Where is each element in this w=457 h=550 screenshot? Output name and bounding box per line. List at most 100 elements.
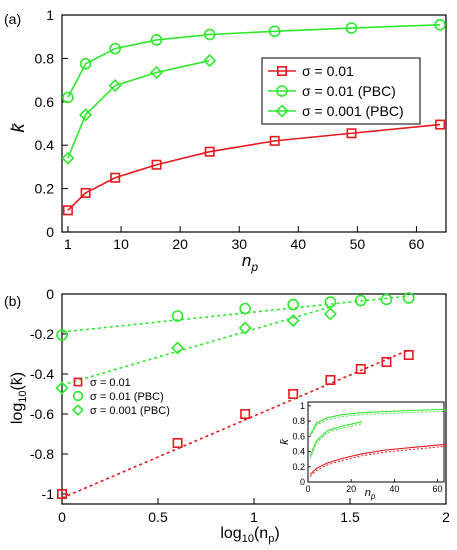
series-line <box>67 123 441 211</box>
x-axis-label: np <box>242 251 258 274</box>
legend-label: σ = 0.01 <box>90 377 131 389</box>
fit-line <box>61 295 409 333</box>
inset-x-tick-label: 0 <box>305 484 310 494</box>
x-tick-label: 50 <box>350 236 366 252</box>
legend-marker <box>276 66 287 77</box>
data-point <box>354 294 367 307</box>
panel-b: (b) 0 0.5 1 1.5 2 -1 -0.8 -0.6 -0.4 -0.2 0 log10(np)… <box>4 286 450 545</box>
inset-y-tick-label: 0.2 <box>292 462 305 472</box>
y-axis-label: k̄ <box>8 123 28 133</box>
inset-x-tick-label: 40 <box>389 484 399 494</box>
inset-x-axis-label: np <box>365 487 376 501</box>
data-point <box>203 54 217 68</box>
panel-label: (a) <box>4 11 21 27</box>
data-point <box>323 307 337 321</box>
legend-marker <box>275 104 289 118</box>
y-tick-label: -0.4 <box>30 366 54 382</box>
inset-fit-line <box>309 445 447 477</box>
y-tick-label: -1 <box>42 486 55 502</box>
plot-frame <box>61 14 447 233</box>
x-tick-label: 2 <box>442 509 450 525</box>
inset-x-tick-label: 20 <box>346 484 356 494</box>
data-point <box>61 151 75 165</box>
x-tick-label: 60 <box>409 236 425 252</box>
y-tick-label: 1 <box>46 7 54 23</box>
data-point <box>79 108 93 122</box>
data-point <box>62 205 73 216</box>
inset-y-axis-label: k̄ <box>279 439 291 445</box>
y-tick-label: -0.2 <box>30 326 54 342</box>
inset-y-tick-label: 0.8 <box>292 416 305 426</box>
data-point <box>149 65 164 80</box>
data-point <box>403 349 414 360</box>
data-point <box>80 187 91 198</box>
y-tick-label: 0 <box>46 286 54 302</box>
x-axis-label: log10(np) <box>220 525 279 545</box>
legend-label: σ = 0.01 (PBC) <box>90 391 164 403</box>
y-tick-label: 0 <box>46 224 54 240</box>
fit-line <box>61 349 410 499</box>
panel-a: (a) 1 10 20 30 40 50 60 0 0.2 0.4 0.6 0.8 1 np k̄ σ = 0.… <box>4 7 447 274</box>
x-tick-label: 30 <box>231 236 247 252</box>
legend-marker <box>72 390 84 402</box>
x-tick-label: 1 <box>64 236 72 252</box>
data-point <box>171 310 184 322</box>
data-point <box>108 78 122 93</box>
x-tick-label: 0 <box>58 509 66 525</box>
y-tick-label: -0.8 <box>30 446 54 462</box>
data-point <box>62 91 74 104</box>
x-tick-label: 0.5 <box>148 509 168 525</box>
data-point <box>325 374 336 385</box>
inset-fit-line <box>309 423 363 459</box>
data-point <box>55 381 69 395</box>
inset-series-line <box>309 408 447 436</box>
inset-frame <box>307 401 445 483</box>
data-point <box>402 292 415 304</box>
data-point <box>110 172 121 183</box>
legend-label: σ = 0.001 (PBC) <box>302 103 404 119</box>
panel-label: (b) <box>4 293 21 309</box>
y-tick-label: 0.8 <box>35 50 55 66</box>
legend-label: σ = 0.001 (PBC) <box>90 405 170 417</box>
y-tick-label: 0.2 <box>35 181 55 197</box>
data-point <box>268 25 281 38</box>
data-point <box>324 296 337 308</box>
inset-y-tick-label: 0 <box>300 477 305 487</box>
data-point <box>204 146 215 157</box>
data-point <box>239 302 251 315</box>
inset-series-line <box>309 443 447 475</box>
data-point <box>269 135 280 146</box>
data-point <box>355 363 366 374</box>
data-point <box>203 28 216 41</box>
data-point <box>172 437 183 448</box>
data-point <box>151 159 162 170</box>
data-point <box>240 408 251 419</box>
inset-x-tick-label: 60 <box>433 484 443 494</box>
data-point <box>288 388 299 399</box>
inset-series-line <box>309 421 363 457</box>
legend-marker <box>276 85 288 97</box>
legend-label: σ = 0.01 <box>302 63 354 79</box>
y-axis-label: log10(k̄) <box>9 372 29 424</box>
data-point <box>434 18 446 31</box>
legend-marker <box>73 377 83 387</box>
data-point <box>150 34 163 46</box>
data-point <box>109 42 121 55</box>
inset-y-tick-label: 0.6 <box>292 431 305 441</box>
data-point <box>56 488 67 499</box>
x-tick-label: 40 <box>291 236 307 252</box>
data-point <box>435 119 446 130</box>
x-tick-label: 1.5 <box>340 509 360 525</box>
inset-y-tick-label: 1 <box>300 401 305 411</box>
fit-line <box>61 306 331 386</box>
legend-marker <box>72 404 84 416</box>
x-tick-label: 1 <box>250 509 258 525</box>
data-point <box>381 356 392 367</box>
legend-label: σ = 0.01 (PBC) <box>302 83 396 99</box>
y-tick-label: 0.4 <box>35 137 55 153</box>
x-tick-label: 10 <box>113 236 129 252</box>
data-point <box>238 321 252 335</box>
data-point <box>345 22 358 34</box>
data-point <box>56 329 68 341</box>
